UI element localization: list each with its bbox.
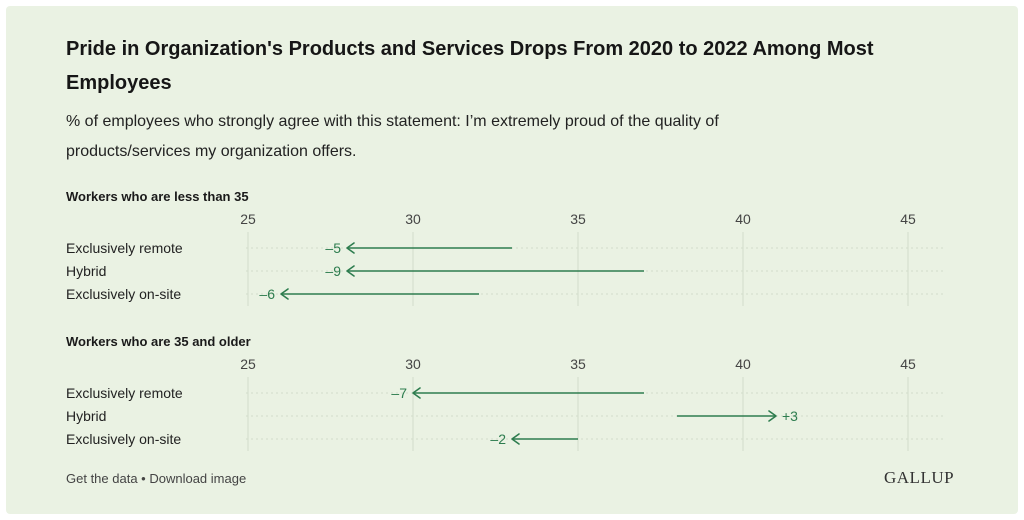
x-tick-label: 30: [405, 211, 421, 227]
x-tick-label: 25: [240, 356, 256, 372]
x-tick-label: 45: [900, 356, 916, 372]
row-label: Hybrid: [66, 408, 106, 424]
chart-subtitle: % of employees who strongly agree with t…: [66, 113, 719, 160]
row-label: Exclusively on-site: [66, 431, 181, 447]
row-label: Exclusively remote: [66, 385, 183, 401]
footer-links: Get the data • Download image: [66, 471, 246, 486]
arrow-head: [280, 288, 289, 300]
arrow-head: [511, 433, 520, 445]
x-tick-label: 35: [570, 211, 586, 227]
footer-separator: •: [137, 471, 150, 486]
x-tick-label: 40: [735, 211, 751, 227]
arrow-head: [346, 242, 355, 254]
change-label: –6: [259, 286, 275, 302]
arrow-head: [412, 387, 421, 399]
row-label: Exclusively remote: [66, 240, 183, 256]
change-label: –5: [325, 240, 341, 256]
gallup-logo: GALLUP: [884, 468, 955, 487]
panel-title: Workers who are 35 and older: [66, 334, 251, 349]
x-tick-label: 35: [570, 356, 586, 372]
row-label: Hybrid: [66, 263, 106, 279]
x-tick-label: 45: [900, 211, 916, 227]
get-data-link[interactable]: Get the data: [66, 471, 138, 486]
download-image-link[interactable]: Download image: [149, 471, 247, 486]
panel-title: Workers who are less than 35: [66, 189, 249, 204]
arrow-head: [346, 265, 355, 277]
x-tick-label: 25: [240, 211, 256, 227]
arrow-head: [768, 410, 777, 422]
change-label: –9: [325, 263, 341, 279]
change-label: –7: [391, 385, 407, 401]
chart-title: Pride in Organization's Products and Ser…: [66, 38, 874, 94]
chart-card: Pride in Organization's Products and Ser…: [6, 6, 1018, 514]
arrow-chart: Workers who are less than 35 25 30 35 40 45 Ex…: [66, 189, 946, 451]
row-label: Exclusively on-site: [66, 286, 181, 302]
change-label: +3: [782, 408, 798, 424]
change-label: –2: [490, 431, 506, 447]
x-tick-label: 30: [405, 356, 421, 372]
x-tick-label: 40: [735, 356, 751, 372]
